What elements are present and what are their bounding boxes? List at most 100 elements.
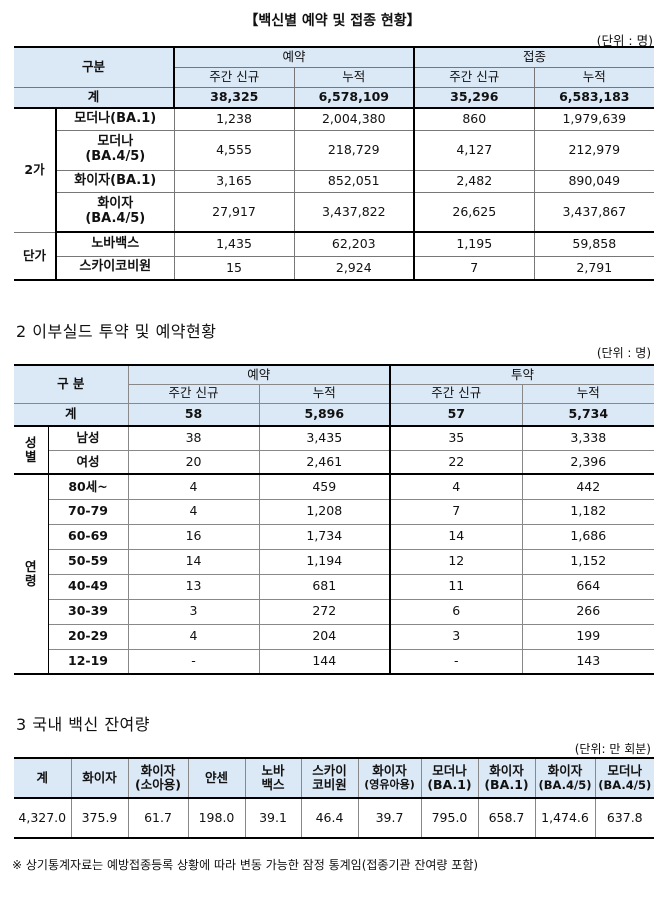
cell: 11: [389, 573, 523, 600]
cell: 14: [127, 548, 260, 575]
cell: 1,194: [258, 548, 391, 575]
header-administration: 투약: [389, 364, 655, 385]
header-line2: (BA.4/5): [598, 777, 652, 792]
table-row: 단가 노바백스 1,435 62,203 1,195 59,858: [14, 231, 655, 281]
header-category: 구 분: [14, 364, 129, 404]
cell: 1,435: [173, 231, 295, 257]
row-label: 20-29: [47, 623, 129, 650]
cell: 15: [173, 255, 295, 281]
total-row: 계 58 5,896 57 5,734: [14, 402, 655, 427]
row-label: 50-59: [47, 548, 129, 575]
cell: 1,208: [258, 498, 391, 525]
group-label-gender-1: 성: [24, 434, 37, 450]
row-label: 60-69: [47, 523, 129, 550]
header-line2: (BA.1): [427, 777, 472, 792]
row-label: 남성: [47, 425, 129, 451]
header-adm-weekly: 주간 신규: [389, 383, 523, 404]
cell: 61.7: [127, 797, 189, 839]
cell: 2,482: [413, 169, 535, 193]
table-row: 여성 20 2,461 22 2,396: [14, 449, 655, 475]
header-line2: 백스: [261, 777, 285, 792]
cell: 62,203: [293, 231, 415, 257]
cell: 20: [127, 449, 260, 475]
header-line1: 모더나: [607, 763, 642, 779]
cell: 1,182: [521, 498, 655, 525]
cell: 7: [413, 255, 535, 281]
cell: 1,474.6: [534, 797, 596, 839]
header-pfizer: 화이자: [70, 757, 129, 799]
header-line1: 화이자: [140, 762, 176, 778]
cell: 3: [389, 623, 523, 650]
cell: 35,296: [413, 86, 535, 109]
cell: 1,734: [258, 523, 391, 550]
cell: 4: [389, 473, 523, 500]
row-label-line2: (BA.4/5): [85, 210, 146, 226]
cell: 39.7: [357, 797, 422, 839]
header-res-cumulative: 누적: [293, 66, 415, 88]
cell: 38,325: [173, 86, 295, 109]
row-label: 여성: [47, 449, 129, 475]
cell: 46.4: [300, 797, 359, 839]
header-line1: 화이자: [82, 769, 117, 785]
header-category: 구분: [14, 46, 176, 88]
remaining-vaccine-table: 계 화이자 화이자 (소아용) 얀센 노바 백스 스카이 코비원 화이자 (영유아용) …: [14, 757, 654, 839]
cell: 59,858: [533, 231, 655, 257]
cell: 375.9: [70, 797, 129, 839]
remaining-vaccine-title: 3 국내 백신 잔여량: [16, 715, 150, 734]
header-pfizer-pediatric: 화이자 (소아용): [127, 757, 189, 799]
evusheld-table-unit: (단위 : 명): [596, 346, 651, 360]
cell: 2,924: [293, 255, 415, 281]
cell: 144: [258, 648, 391, 675]
cell: 6,578,109: [293, 86, 415, 109]
header-vac-weekly: 주간 신규: [413, 66, 535, 88]
cell: 664: [521, 573, 655, 600]
table-row: 2가 모더나(BA.1) 1,238 2,004,380 860 1,979,6…: [14, 107, 655, 233]
evusheld-table: 구 분 예약 투약 주간 신규 누적 주간 신규 누적 계 58 5,896 5…: [14, 364, 655, 675]
header-res-cumulative: 누적: [258, 383, 391, 404]
cell: 442: [521, 473, 655, 500]
row-label: 모더나(BA.1): [55, 107, 175, 131]
group-label-bivalent: 2가: [14, 107, 57, 233]
table-row: 20-29 4 204 3 199: [14, 623, 655, 650]
cell: 204: [258, 623, 391, 650]
cell: 7: [389, 498, 523, 525]
row-label: 화이자(BA.1): [55, 169, 175, 193]
row-label-line1: 모더나: [97, 134, 134, 150]
cell: 57: [389, 402, 523, 427]
row-label: 12-19: [47, 648, 129, 675]
cell: 4: [127, 473, 260, 500]
cell: 14: [389, 523, 523, 550]
cell: 266: [521, 598, 655, 625]
group-label-gender-2: 별: [24, 449, 37, 464]
header-res-weekly: 주간 신규: [127, 383, 260, 404]
cell: 22: [389, 449, 523, 475]
header-line2: (영유아용): [364, 777, 415, 791]
cell: 3,435: [258, 425, 391, 451]
cell: 795.0: [420, 797, 479, 839]
table-row: 70-79 4 1,208 7 1,182: [14, 498, 655, 525]
row-label: 모더나 (BA.4/5): [55, 129, 175, 171]
header-line2: (BA.4/5): [538, 777, 592, 792]
cell: 681: [258, 573, 391, 600]
header-line1: 화이자: [489, 762, 524, 778]
cell: 3,165: [173, 169, 295, 193]
cell: 2,396: [521, 449, 655, 475]
header-vaccination: 접종: [413, 46, 655, 68]
header-pfizer-infant: 화이자 (영유아용): [357, 757, 422, 799]
cell: 5,896: [258, 402, 391, 427]
cell: 3: [127, 598, 260, 625]
row-label: 계: [14, 86, 176, 109]
header-line1: 스카이: [312, 762, 347, 778]
header-line1: 모더나: [432, 762, 467, 778]
row-label-line2: (BA.4/5): [85, 149, 146, 164]
evusheld-section-title: 2 이부실드 투약 및 예약현황: [16, 322, 217, 341]
cell: 4: [127, 623, 260, 650]
row-label: 스카이코비원: [55, 255, 175, 281]
header-line1: 계: [36, 769, 48, 785]
row-label: 80세~: [47, 473, 129, 500]
header-pfizer-ba45: 화이자 (BA.4/5): [534, 757, 596, 799]
table-row: 화이자(BA.1) 3,165 852,051 2,482 890,049: [14, 169, 655, 193]
header-res-weekly: 주간 신규: [173, 66, 295, 88]
